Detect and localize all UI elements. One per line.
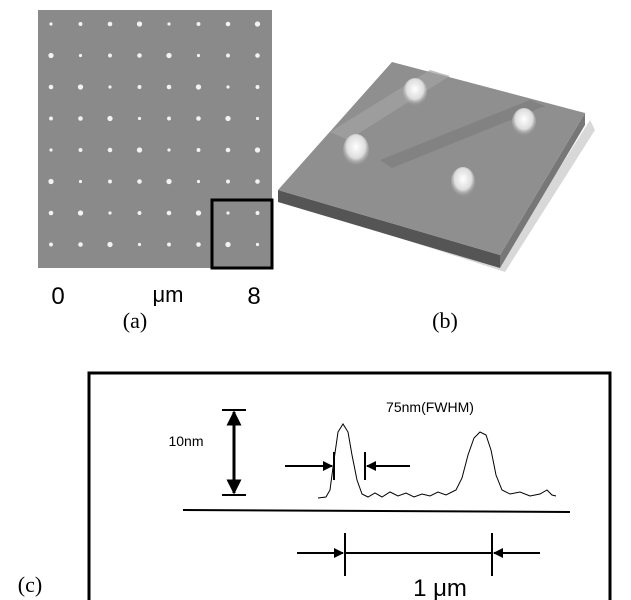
dot xyxy=(79,148,83,152)
dot xyxy=(49,85,54,90)
panel-caption: (b) xyxy=(432,308,458,333)
dot xyxy=(49,148,52,151)
dot xyxy=(108,22,113,27)
dot xyxy=(78,210,83,215)
dot xyxy=(137,179,142,184)
surface xyxy=(278,62,585,255)
dot xyxy=(137,21,142,26)
dot xyxy=(138,211,142,215)
dot xyxy=(138,85,142,89)
dot xyxy=(49,243,53,247)
dot xyxy=(167,243,171,247)
dot xyxy=(256,211,260,215)
dot xyxy=(226,148,231,153)
dot xyxy=(197,54,200,57)
dot xyxy=(167,22,170,25)
dot xyxy=(107,242,112,247)
afm-image xyxy=(38,10,272,268)
dot xyxy=(79,22,83,26)
dot xyxy=(108,211,111,214)
dot xyxy=(196,242,201,247)
figure: 0 μm 8 (a) (b) (c) 10nm 75nm(FWHM) xyxy=(0,0,631,600)
dot xyxy=(167,85,172,90)
dot xyxy=(108,148,113,153)
dot xyxy=(108,180,112,184)
dot xyxy=(49,211,54,216)
dot xyxy=(108,85,111,88)
peak xyxy=(451,167,475,197)
dot xyxy=(49,117,53,121)
panel-caption: (c) xyxy=(18,572,42,597)
peak xyxy=(403,78,427,106)
dot xyxy=(167,117,171,121)
frame xyxy=(89,373,610,600)
height-profile xyxy=(318,424,556,498)
dot xyxy=(78,84,83,89)
dot xyxy=(167,211,172,216)
dot xyxy=(197,22,201,26)
dot xyxy=(226,211,229,214)
dot xyxy=(79,54,82,57)
page: 0 μm 8 (a) (b) (c) 10nm 75nm(FWHM) xyxy=(0,0,631,600)
peak xyxy=(343,134,369,166)
dot xyxy=(137,53,142,58)
dot xyxy=(256,117,259,120)
dot xyxy=(49,22,52,25)
dot xyxy=(225,242,230,247)
dot xyxy=(79,180,82,183)
panel-b: (b) xyxy=(278,62,595,333)
dot xyxy=(255,179,260,184)
dot xyxy=(108,54,112,58)
dot xyxy=(78,116,83,121)
baseline xyxy=(183,510,570,512)
axis-label: 8 xyxy=(247,283,260,310)
dot xyxy=(166,53,171,58)
dot xyxy=(196,84,201,89)
dot xyxy=(167,148,170,151)
dot xyxy=(256,243,259,246)
dot xyxy=(138,243,141,246)
fwhm-label: 75nm(FWHM) xyxy=(386,399,474,415)
height-label: 10nm xyxy=(168,433,203,449)
dot xyxy=(107,116,112,121)
dot xyxy=(137,147,142,152)
dot xyxy=(197,180,200,183)
dot xyxy=(138,117,141,120)
dot xyxy=(78,242,83,247)
dot xyxy=(166,179,171,184)
dot xyxy=(226,54,230,58)
spacing-label: 1 μm xyxy=(413,575,467,600)
dot xyxy=(225,116,230,121)
dot xyxy=(255,53,260,58)
dot xyxy=(196,116,201,121)
panel-caption: (a) xyxy=(123,308,147,333)
dot xyxy=(48,179,53,184)
axis-unit: μm xyxy=(152,282,183,307)
dot xyxy=(48,53,53,58)
dot xyxy=(255,21,260,26)
dot xyxy=(255,147,260,152)
dot xyxy=(226,22,231,27)
peak xyxy=(512,108,536,136)
dot xyxy=(226,180,230,184)
axis-label: 0 xyxy=(51,283,64,310)
panel-c: (c) 10nm 75nm(FWHM) 1 μm xyxy=(18,373,610,600)
dot xyxy=(196,210,201,215)
dot xyxy=(256,85,260,89)
dot xyxy=(226,85,229,88)
panel-a: 0 μm 8 (a) xyxy=(38,10,272,333)
dot xyxy=(197,148,201,152)
